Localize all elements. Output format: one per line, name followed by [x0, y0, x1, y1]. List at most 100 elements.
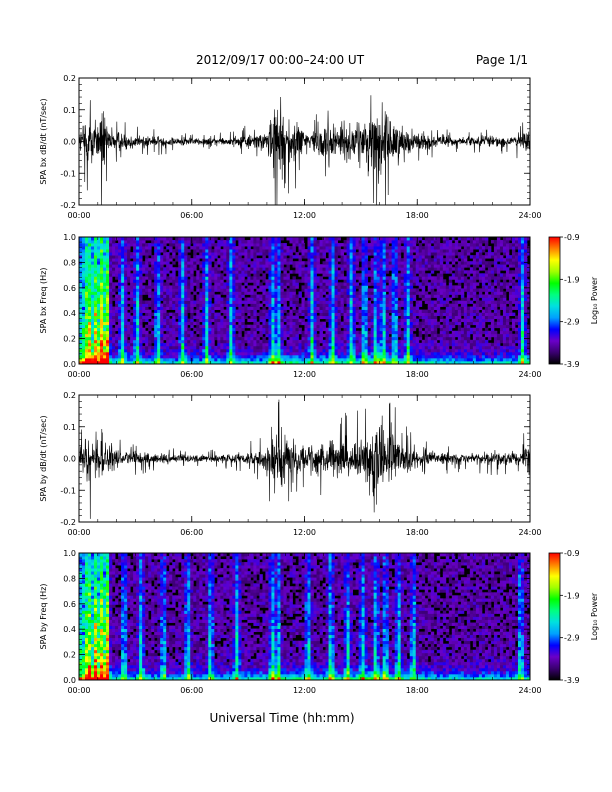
- spectrogram-cell: [340, 345, 344, 350]
- spectrogram-cell: [436, 309, 441, 313]
- spectrogram-cell: [139, 330, 143, 335]
- spectrogram-cell: [190, 267, 194, 271]
- spectrogram-cell: [403, 345, 408, 350]
- spectrogram-cell: [439, 285, 444, 289]
- spectrogram-cell: [334, 327, 338, 332]
- spectrogram-cell: [379, 270, 384, 274]
- spectrogram-cell: [370, 327, 375, 332]
- spectrogram-cell: [196, 282, 200, 286]
- spectrogram-cell: [301, 297, 305, 301]
- spectrogram-cell: [79, 279, 83, 283]
- spectrogram-cell: [160, 354, 164, 359]
- spectrogram-cell: [133, 255, 137, 259]
- spectrogram-cell: [349, 297, 354, 301]
- spectrogram-cell: [103, 312, 107, 317]
- spectrogram-cell: [382, 333, 387, 338]
- spectrogram-cell: [301, 300, 305, 304]
- spectrogram-cell: [319, 333, 323, 338]
- spectrogram-cell: [214, 285, 218, 289]
- spectrogram-cell: [181, 243, 185, 247]
- spectrogram-cell: [268, 312, 272, 317]
- spectrogram-cell: [247, 255, 251, 259]
- spectrogram-cell: [316, 357, 320, 362]
- spectrogram-cell: [385, 237, 390, 241]
- spectrogram-cell: [109, 282, 113, 286]
- spectrogram-cell: [139, 357, 143, 362]
- spectrogram-cell: [268, 342, 272, 347]
- spectrogram-cell: [397, 309, 402, 313]
- spectrogram-cell: [223, 288, 227, 292]
- spectrogram-cell: [85, 270, 89, 274]
- spectrogram-cell: [403, 339, 408, 344]
- spectrogram-cell: [202, 330, 206, 335]
- spectrogram-cell: [97, 312, 101, 317]
- spectrogram-cell: [334, 306, 338, 310]
- spectrogram-cell: [454, 270, 459, 274]
- spectrogram-cell: [454, 252, 459, 256]
- spectrogram-cell: [142, 351, 146, 356]
- spectrogram-cell: [148, 261, 152, 265]
- spectrogram-cell: [184, 339, 188, 344]
- spectrogram-cell: [448, 321, 453, 326]
- spectrogram-cell: [187, 273, 191, 277]
- spectrogram-cell: [364, 288, 369, 292]
- spectrogram-cell: [436, 279, 441, 283]
- spectrogram-cell: [409, 288, 414, 292]
- spectrogram-cell: [376, 273, 381, 277]
- spectrogram-cell: [289, 249, 293, 253]
- spectrogram-cell: [259, 240, 263, 244]
- spectrogram-cell: [394, 276, 399, 280]
- spectrogram-cell: [349, 327, 354, 332]
- spectrogram-cell: [220, 291, 224, 295]
- spectrogram-cell: [187, 258, 191, 262]
- spectrogram-cell: [100, 348, 104, 353]
- spectrogram-cell: [400, 303, 405, 307]
- spectrogram-cell: [292, 237, 296, 241]
- spectrogram-cell: [361, 351, 366, 356]
- spectrogram-cell: [157, 318, 161, 323]
- spectrogram-cell: [283, 351, 287, 356]
- spectrogram-cell: [340, 258, 344, 262]
- spectrogram-cell: [331, 330, 335, 335]
- spectrogram-cell: [376, 309, 381, 313]
- spectrogram-cell: [439, 312, 444, 317]
- spectrogram-cell: [211, 351, 215, 356]
- spectrogram-cell: [133, 345, 137, 350]
- spectrogram-cell: [277, 339, 281, 344]
- spectrogram-cell: [316, 246, 320, 250]
- spectrogram-cell: [130, 279, 134, 283]
- spectrogram-cell: [277, 243, 281, 247]
- spectrogram-cell: [403, 252, 408, 256]
- spectrogram-cell: [82, 270, 86, 274]
- spectrogram-cell: [412, 270, 417, 274]
- spectrogram-cell: [139, 273, 143, 277]
- spectrogram-cell: [124, 309, 128, 313]
- spectrogram-cell: [181, 252, 185, 256]
- spectrogram-cell: [250, 342, 254, 347]
- spectrogram-cell: [349, 330, 354, 335]
- spectrogram-cell: [292, 354, 296, 359]
- spectrogram-cell: [313, 261, 317, 265]
- spectrogram-cell: [94, 354, 98, 359]
- spectrogram-cell: [199, 276, 203, 280]
- spectrogram-cell: [244, 249, 248, 253]
- spectrogram-cell: [358, 297, 363, 301]
- spectrogram-cell: [289, 342, 293, 347]
- spectrogram-cell: [97, 306, 101, 310]
- spectrogram-cell: [433, 327, 438, 332]
- spectrogram-cell: [382, 339, 387, 344]
- spectrogram-cell: [151, 237, 155, 241]
- spectrogram-cell: [184, 285, 188, 289]
- spectrogram-cell: [202, 291, 206, 295]
- spectrogram-cell: [415, 306, 420, 310]
- spectrogram-cell: [439, 318, 444, 323]
- spectrogram-cell: [88, 321, 92, 326]
- spectrogram-cell: [244, 348, 248, 353]
- spectrogram-cell: [442, 288, 447, 292]
- spectrogram-cell: [136, 357, 140, 362]
- spectrogram-cell: [103, 297, 107, 301]
- spectrogram-cell: [241, 261, 245, 265]
- spectrogram-cell: [295, 264, 299, 268]
- spectrogram-cell: [136, 354, 140, 359]
- spectrogram-cell: [235, 261, 239, 265]
